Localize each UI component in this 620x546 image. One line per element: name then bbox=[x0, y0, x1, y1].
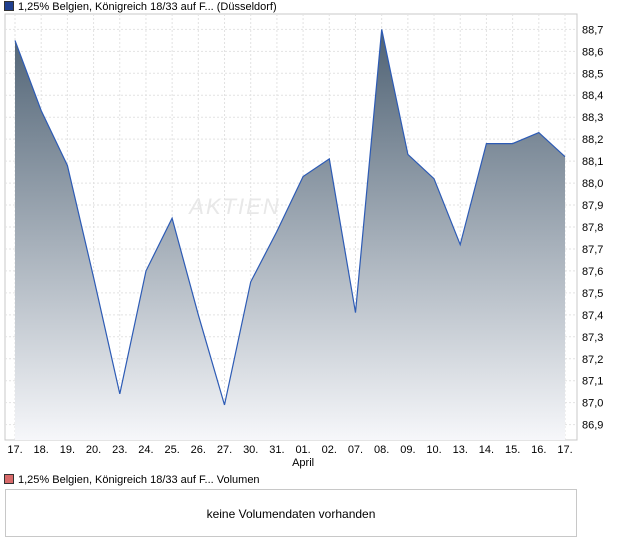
x-tick-label: 31. bbox=[269, 444, 284, 456]
price-chart: AKTIEN 86,987,087,187,287,387,487,587,68… bbox=[4, 13, 603, 469]
x-tick-label: 14. bbox=[479, 444, 494, 456]
y-tick-label: 87,4 bbox=[582, 310, 603, 322]
y-tick-label: 87,7 bbox=[582, 244, 603, 256]
x-tick-label: 08. bbox=[374, 444, 389, 456]
x-tick-label: 09. bbox=[400, 444, 415, 456]
x-tick-label: 24. bbox=[138, 444, 153, 456]
price-legend-swatch bbox=[4, 1, 14, 11]
x-tick-label: 15. bbox=[505, 444, 520, 456]
y-tick-label: 86,9 bbox=[582, 420, 603, 432]
x-tick-label: 02. bbox=[322, 444, 337, 456]
x-tick-label: 23. bbox=[112, 444, 127, 456]
x-tick-label: 07. bbox=[348, 444, 363, 456]
x-tick-label: 10. bbox=[426, 444, 441, 456]
y-tick-label: 87,3 bbox=[582, 332, 603, 344]
y-tick-label: 88,4 bbox=[582, 90, 603, 102]
price-line bbox=[14, 29, 566, 406]
y-tick-label: 88,7 bbox=[582, 24, 603, 36]
x-tick-label: 25. bbox=[164, 444, 179, 456]
x-tick-label: 17. bbox=[557, 444, 572, 456]
y-tick-label: 88,0 bbox=[582, 178, 603, 190]
x-tick-label: 27. bbox=[217, 444, 232, 456]
price-legend-label: 1,25% Belgien, Königreich 18/33 auf F...… bbox=[18, 1, 277, 13]
y-axis-labels: 86,9 87,0 87,1 87,2 87,3 87,4 87,5 87,6 87,7 87,8… bbox=[582, 24, 603, 431]
x-month-label: April bbox=[292, 457, 314, 469]
x-tick-label: 13. bbox=[453, 444, 468, 456]
y-tick-label: 88,6 bbox=[582, 46, 603, 58]
x-tick-label: 26. bbox=[191, 444, 206, 456]
price-area bbox=[15, 29, 565, 441]
x-tick-label: 20. bbox=[86, 444, 101, 456]
x-axis-labels: 17. 18. 19. 20. 23. 24. 25. 26. 27. 30. 31. 01.Apri… bbox=[7, 444, 572, 469]
volume-legend: 1,25% Belgien, Königreich 18/33 auf F...… bbox=[4, 474, 260, 486]
y-tick-label: 87,0 bbox=[582, 398, 603, 410]
watermark: AKTIEN bbox=[187, 194, 280, 219]
y-tick-label: 88,5 bbox=[582, 68, 603, 80]
x-tick-label: 18. bbox=[34, 444, 49, 456]
x-tick-label: 19. bbox=[60, 444, 75, 456]
volume-empty-message: keine Volumendaten vorhanden bbox=[206, 507, 376, 521]
volume-panel: keine Volumendaten vorhanden bbox=[5, 489, 577, 537]
x-tick-label: 01. bbox=[295, 444, 310, 456]
price-legend: 1,25% Belgien, Königreich 18/33 auf F...… bbox=[4, 1, 277, 13]
x-tick-label: 30. bbox=[243, 444, 258, 456]
y-tick-label: 88,2 bbox=[582, 134, 603, 146]
y-tick-label: 87,1 bbox=[582, 376, 603, 388]
y-tick-label: 88,3 bbox=[582, 112, 603, 124]
x-tick-label: 16. bbox=[531, 444, 546, 456]
volume-legend-swatch bbox=[4, 474, 14, 484]
y-tick-label: 87,2 bbox=[582, 354, 603, 366]
y-tick-label: 88,1 bbox=[582, 156, 603, 168]
y-tick-label: 87,8 bbox=[582, 222, 603, 234]
y-tick-label: 87,5 bbox=[582, 288, 603, 300]
volume-legend-label: 1,25% Belgien, Königreich 18/33 auf F...… bbox=[18, 474, 260, 486]
y-tick-label: 87,6 bbox=[582, 266, 603, 278]
y-tick-label: 87,9 bbox=[582, 200, 603, 212]
x-tick-label: 17. bbox=[7, 444, 22, 456]
